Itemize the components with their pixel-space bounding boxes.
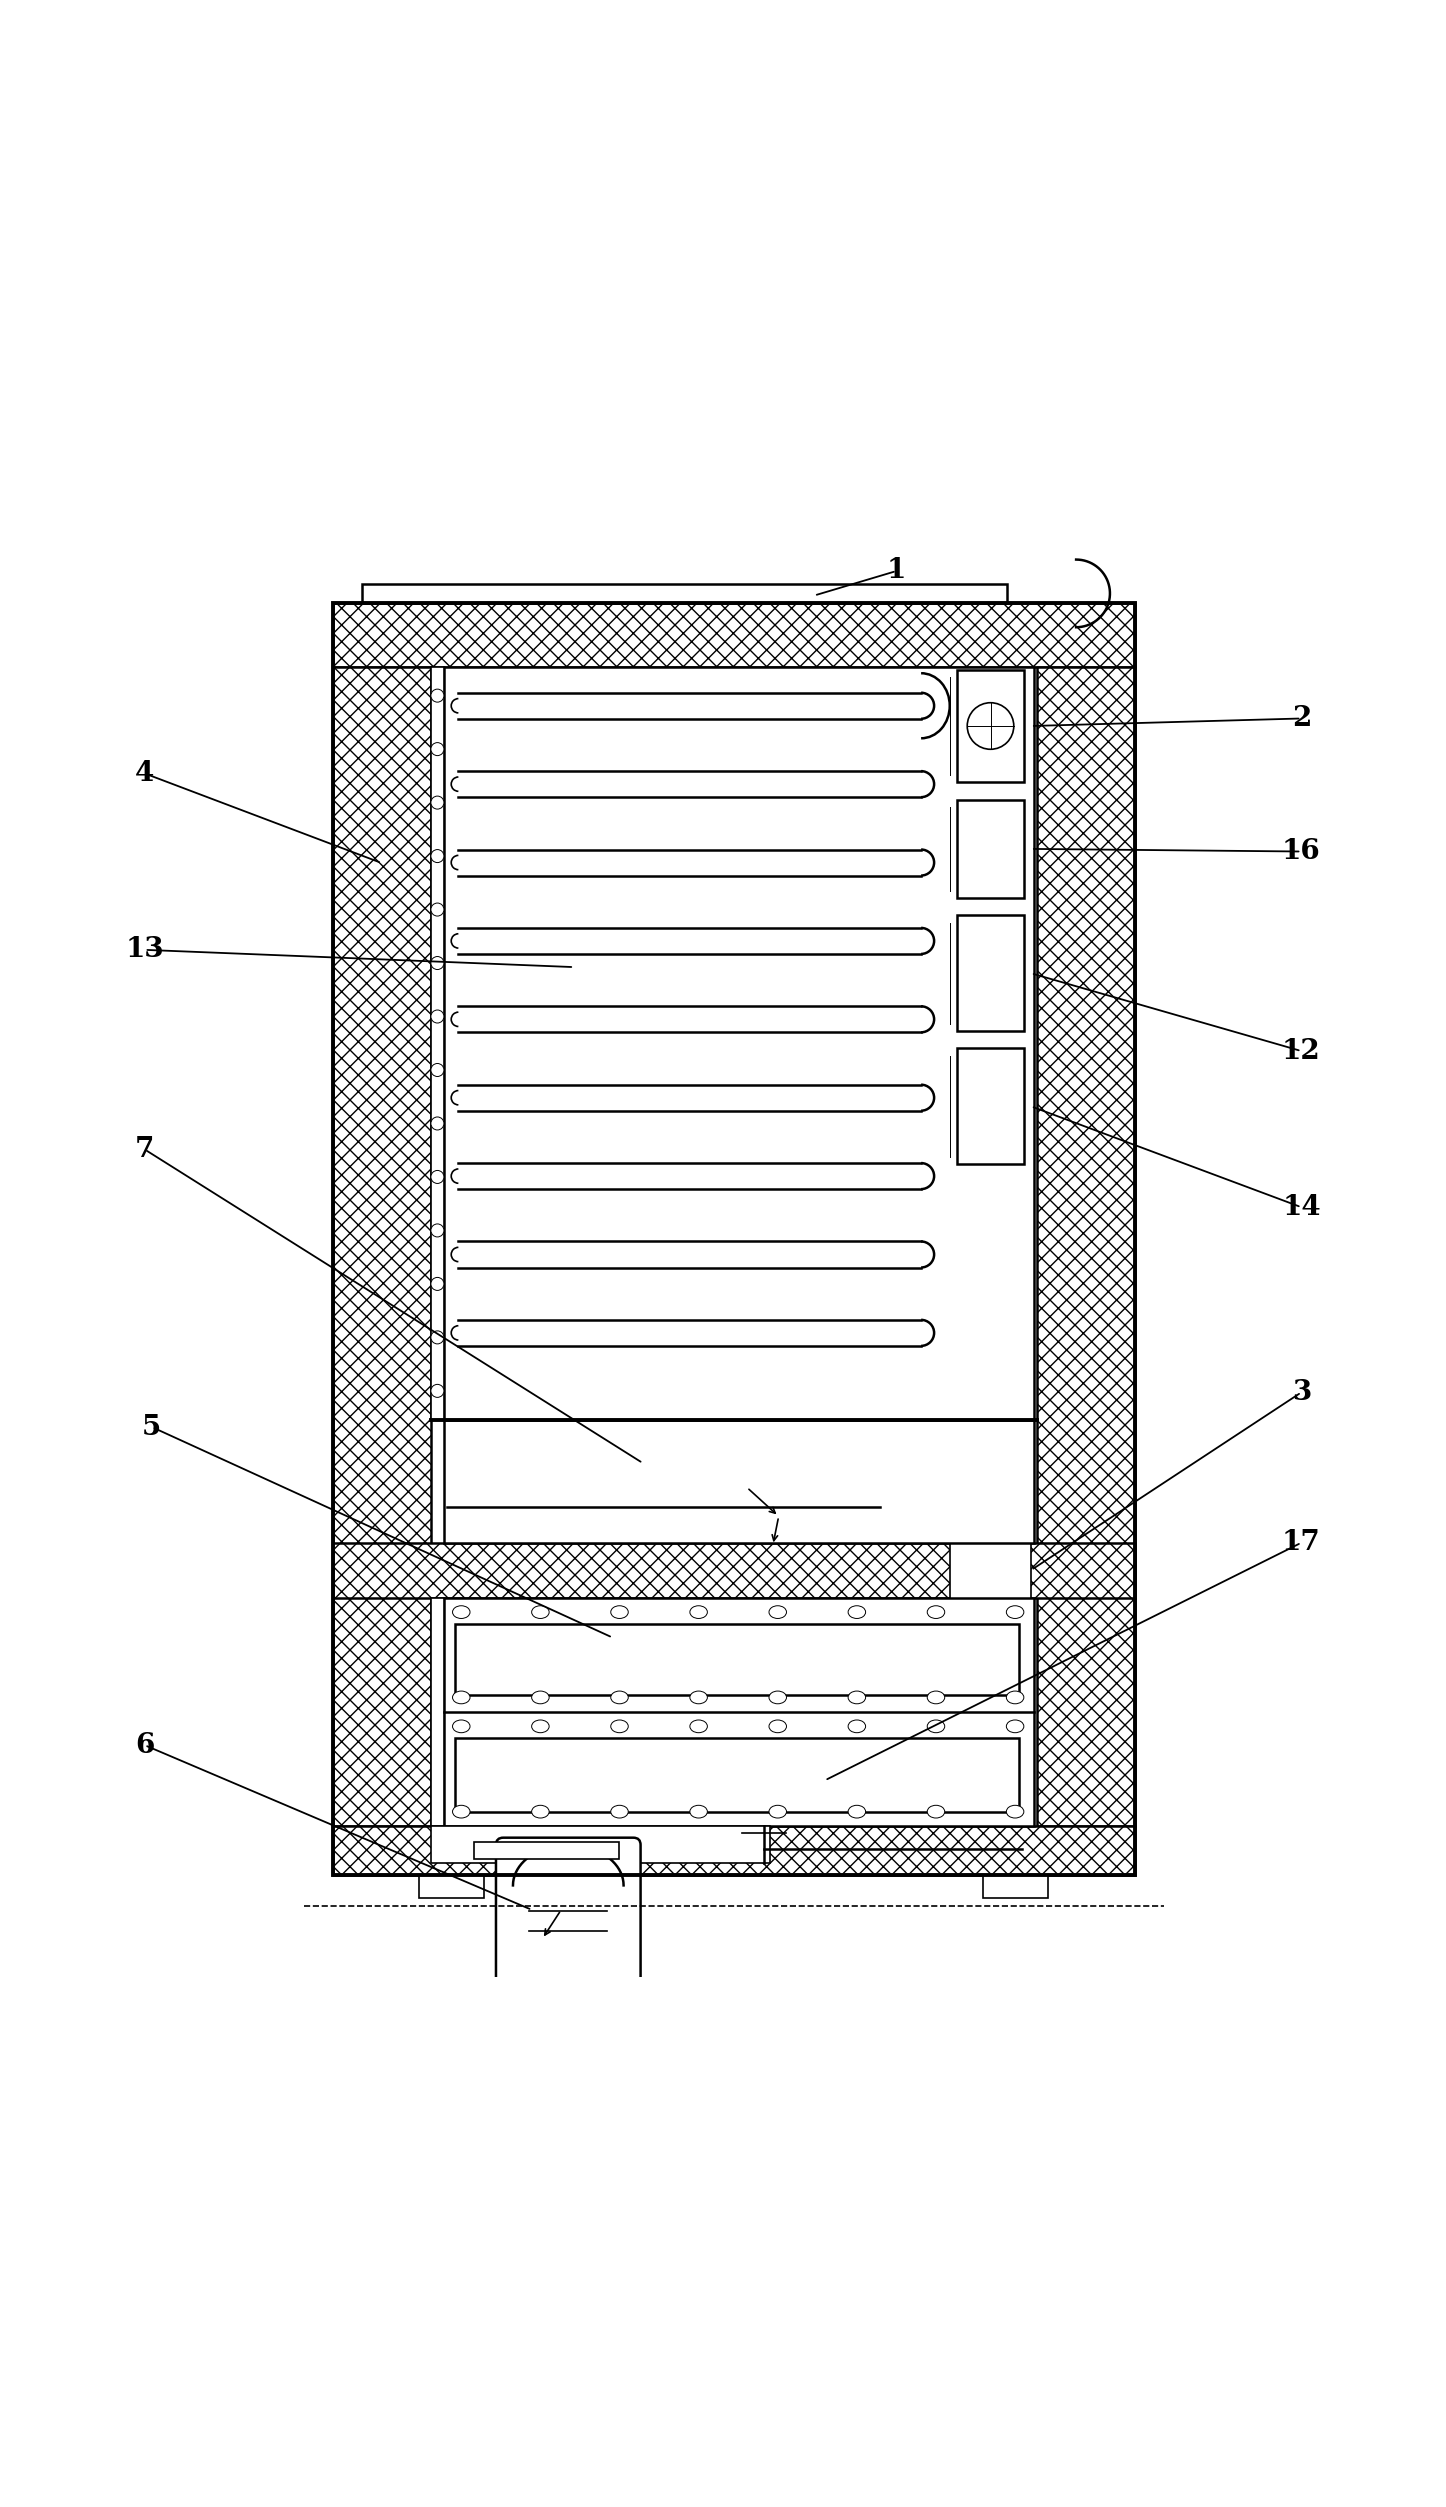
Ellipse shape (453, 1805, 470, 1818)
Ellipse shape (532, 1805, 549, 1818)
Bar (957, 669, 1024, 782)
Bar (333, 1825, 1135, 1875)
Ellipse shape (769, 1805, 787, 1818)
Bar (983, 1875, 1048, 1898)
Circle shape (967, 702, 1014, 750)
Bar (444, 1597, 1034, 1825)
Bar (444, 667, 1034, 1419)
Ellipse shape (610, 1720, 628, 1732)
Bar (431, 667, 444, 1419)
Text: 17: 17 (1283, 1529, 1320, 1557)
Ellipse shape (610, 1805, 628, 1818)
Ellipse shape (690, 1607, 707, 1620)
Bar (455, 1737, 1019, 1813)
Circle shape (431, 1118, 444, 1131)
Text: 2: 2 (1291, 704, 1312, 732)
Bar (455, 1625, 1019, 1695)
Ellipse shape (849, 1607, 866, 1620)
Ellipse shape (610, 1692, 628, 1705)
Ellipse shape (769, 1720, 787, 1732)
Bar (419, 1875, 484, 1898)
Circle shape (431, 797, 444, 810)
Circle shape (431, 1279, 444, 1291)
Circle shape (431, 1063, 444, 1076)
Bar (333, 667, 431, 1825)
Circle shape (431, 1010, 444, 1023)
Ellipse shape (849, 1692, 866, 1705)
Bar (957, 915, 1024, 1030)
Circle shape (431, 850, 444, 862)
Text: 1: 1 (886, 557, 907, 584)
Ellipse shape (927, 1720, 944, 1732)
Ellipse shape (769, 1692, 787, 1705)
Bar (474, 1843, 619, 1860)
Bar (333, 1542, 1135, 1597)
Circle shape (431, 1331, 444, 1344)
Ellipse shape (927, 1805, 944, 1818)
Bar (957, 1048, 1024, 1163)
Ellipse shape (690, 1805, 707, 1818)
Text: 7: 7 (134, 1136, 155, 1163)
Bar (1037, 667, 1135, 1825)
Ellipse shape (453, 1720, 470, 1732)
FancyBboxPatch shape (496, 1838, 641, 1983)
Text: 5: 5 (142, 1414, 162, 1442)
Bar (431, 1825, 771, 1863)
Ellipse shape (1006, 1692, 1024, 1705)
Ellipse shape (849, 1805, 866, 1818)
Text: 14: 14 (1283, 1193, 1320, 1221)
Text: 3: 3 (1291, 1379, 1312, 1406)
Ellipse shape (532, 1720, 549, 1732)
Ellipse shape (927, 1607, 944, 1620)
Ellipse shape (769, 1607, 787, 1620)
Bar (431, 1597, 444, 1825)
Circle shape (431, 903, 444, 915)
Ellipse shape (532, 1692, 549, 1705)
Circle shape (431, 742, 444, 755)
Circle shape (431, 689, 444, 702)
Text: 16: 16 (1283, 837, 1320, 865)
Text: 12: 12 (1283, 1038, 1320, 1065)
Circle shape (431, 1223, 444, 1236)
Text: 6: 6 (134, 1732, 155, 1757)
Ellipse shape (1006, 1720, 1024, 1732)
Ellipse shape (690, 1720, 707, 1732)
Circle shape (431, 1384, 444, 1396)
Bar (333, 602, 1135, 1875)
Bar (950, 1534, 1031, 1620)
Text: 4: 4 (134, 760, 155, 787)
Circle shape (431, 958, 444, 970)
Bar (957, 800, 1024, 898)
Ellipse shape (453, 1607, 470, 1620)
Ellipse shape (927, 1692, 944, 1705)
Ellipse shape (849, 1720, 866, 1732)
Ellipse shape (1006, 1607, 1024, 1620)
Ellipse shape (453, 1692, 470, 1705)
Text: 13: 13 (126, 935, 163, 963)
Ellipse shape (690, 1692, 707, 1705)
Ellipse shape (1006, 1805, 1024, 1818)
Circle shape (431, 1171, 444, 1183)
Ellipse shape (532, 1607, 549, 1620)
Bar (333, 602, 1135, 667)
Ellipse shape (610, 1607, 628, 1620)
Bar (362, 584, 1008, 602)
Bar (444, 1419, 1034, 1542)
